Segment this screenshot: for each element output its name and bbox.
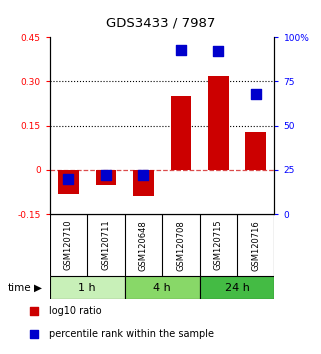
Bar	[125, 276, 200, 299]
Text: ▶: ▶	[34, 282, 42, 293]
Text: GSM120715: GSM120715	[214, 220, 223, 270]
Bar	[96, 170, 116, 185]
Text: log10 ratio: log10 ratio	[49, 306, 101, 316]
Text: 1 h: 1 h	[78, 282, 96, 293]
Text: 24 h: 24 h	[225, 282, 249, 293]
Text: GSM120711: GSM120711	[101, 220, 110, 270]
Point	[66, 176, 71, 182]
Text: GSM120708: GSM120708	[176, 220, 185, 270]
Text: GSM120648: GSM120648	[139, 220, 148, 270]
Point	[141, 172, 146, 178]
Text: percentile rank within the sample: percentile rank within the sample	[49, 329, 214, 339]
Point	[31, 331, 36, 336]
Point	[103, 172, 108, 178]
Point	[253, 91, 258, 97]
Text: time: time	[8, 282, 32, 293]
Point	[216, 48, 221, 54]
Bar	[200, 276, 274, 299]
Bar	[133, 170, 154, 196]
Point	[31, 308, 36, 314]
Text: 4 h: 4 h	[153, 282, 171, 293]
Bar	[246, 132, 266, 170]
Bar	[208, 75, 229, 170]
Text: GDS3433 / 7987: GDS3433 / 7987	[106, 17, 215, 29]
Bar	[170, 96, 191, 170]
Text: GSM120710: GSM120710	[64, 220, 73, 270]
Point	[178, 47, 183, 52]
Bar	[50, 276, 125, 299]
Text: GSM120716: GSM120716	[251, 220, 260, 270]
Bar	[58, 170, 79, 194]
